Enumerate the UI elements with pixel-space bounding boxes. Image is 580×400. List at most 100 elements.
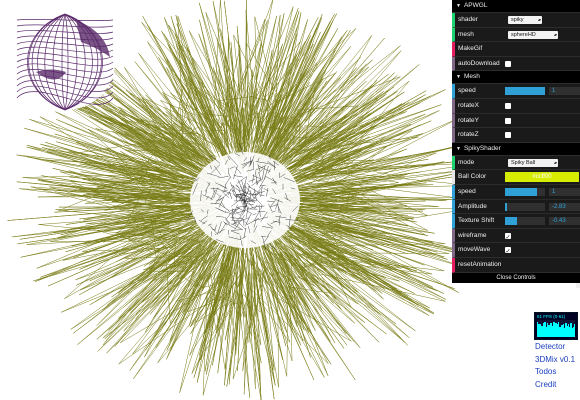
fps-graph-bar bbox=[555, 320, 556, 323]
makegif-button[interactable]: MakeGif bbox=[452, 42, 580, 57]
fps-graph-bar bbox=[561, 320, 562, 326]
link-credit[interactable]: Credit bbox=[535, 379, 557, 389]
reset-animation-button[interactable]: resetAnimation bbox=[452, 257, 580, 273]
folder-apwgl[interactable]: ▼ APWGL bbox=[452, 0, 580, 13]
fps-graph-bar bbox=[560, 320, 561, 327]
autodownload-checkbox[interactable] bbox=[505, 60, 511, 67]
row-label: Texture Shift bbox=[458, 217, 495, 225]
row-label: rotateX bbox=[458, 101, 479, 109]
mesh-preview-thumbnail bbox=[15, 13, 115, 111]
slider-fill bbox=[505, 202, 507, 211]
rotatex-checkbox[interactable] bbox=[505, 102, 511, 109]
rotatez-row: rotateZ bbox=[452, 128, 580, 143]
fps-graph-bar bbox=[562, 320, 563, 326]
fps-graph-bar bbox=[538, 320, 539, 325]
fps-label: 61 FPS (0-61) bbox=[537, 314, 566, 319]
fps-graph-bar bbox=[558, 320, 559, 323]
fps-graph-bar bbox=[545, 320, 546, 323]
shader-speed-input[interactable]: 1 bbox=[549, 187, 580, 196]
mesh-speed-row: speed 1 bbox=[452, 84, 580, 99]
fps-graph-bar bbox=[549, 320, 550, 325]
texture-shift-slider[interactable] bbox=[505, 217, 545, 226]
folder-spikyshader[interactable]: ▼ SpikyShader bbox=[452, 142, 580, 156]
row-label: autoDownload bbox=[458, 59, 500, 67]
fps-graph-bar bbox=[557, 320, 558, 324]
link-3dmix[interactable]: 3DMix v0.1 bbox=[535, 354, 576, 364]
amplitude-input[interactable]: -2.83 bbox=[549, 202, 580, 211]
fps-graph-bar bbox=[548, 320, 549, 326]
rotatez-checkbox[interactable] bbox=[505, 132, 511, 139]
fps-graph-bar bbox=[572, 320, 573, 328]
mesh-speed-input[interactable]: 1 bbox=[549, 87, 580, 96]
fps-graph-bar bbox=[573, 320, 574, 328]
mode-row: mode Spiky Ball bbox=[452, 155, 580, 171]
nav-links: Detector 3DMix v0.1 Todos Credit bbox=[535, 341, 575, 391]
close-controls-button[interactable]: Close Controls bbox=[452, 272, 580, 283]
fps-graph-bar bbox=[564, 320, 565, 328]
shader-speed-row: speed 1 bbox=[452, 184, 580, 200]
folder-open-icon: ▼ bbox=[456, 3, 461, 9]
row-label: moveWave bbox=[458, 246, 491, 254]
amplitude-row: Amplitude -2.83 bbox=[452, 199, 580, 215]
row-label: mesh bbox=[458, 30, 474, 38]
fps-graph-bar bbox=[540, 320, 541, 325]
row-label: rotateY bbox=[458, 116, 479, 124]
row-label: Ball Color bbox=[458, 173, 487, 181]
ball-color-picker[interactable]: #ccff00 bbox=[505, 172, 579, 183]
rotatex-row: rotateX bbox=[452, 98, 580, 114]
fps-graph-bar bbox=[568, 320, 569, 324]
spike-lines bbox=[7, 0, 481, 400]
row-label: MakeGif bbox=[458, 45, 483, 53]
shader-select[interactable]: spiky bbox=[508, 16, 542, 24]
fps-graph-bar bbox=[552, 320, 553, 326]
fps-graph-bar bbox=[559, 320, 560, 327]
slider-fill bbox=[505, 217, 517, 226]
mesh-speed-slider[interactable] bbox=[505, 87, 545, 96]
mesh-row: mesh sphereHD bbox=[452, 27, 580, 43]
fps-graph-bar bbox=[566, 320, 567, 323]
fps-graph-bar bbox=[570, 320, 571, 323]
fps-graph-bar bbox=[541, 320, 542, 326]
fps-graph bbox=[537, 320, 575, 337]
folder-title-label: SpikyShader bbox=[463, 144, 501, 152]
movewave-checkbox[interactable] bbox=[505, 245, 511, 260]
fps-graph-bar bbox=[569, 320, 570, 327]
mode-select[interactable]: Spiky Ball bbox=[508, 158, 558, 167]
link-todos[interactable]: Todos bbox=[535, 367, 557, 376]
movewave-row: moveWave bbox=[452, 243, 580, 260]
wireframe-row: wireframe bbox=[452, 228, 580, 245]
amplitude-slider[interactable] bbox=[505, 202, 545, 211]
shader-speed-slider[interactable] bbox=[505, 187, 545, 196]
fps-graph-bar bbox=[565, 320, 566, 324]
texture-shift-row: Texture Shift -0.43 bbox=[452, 214, 580, 229]
fps-graph-bar bbox=[563, 320, 564, 324]
thumb-wire-lines bbox=[16, 13, 114, 111]
folder-title-label: Mesh bbox=[463, 73, 480, 81]
mesh-select[interactable]: sphereHD bbox=[508, 30, 558, 39]
wireframe-checkbox[interactable] bbox=[505, 231, 511, 245]
fps-graph-bar bbox=[574, 320, 575, 324]
fps-graph-bar bbox=[546, 320, 547, 327]
autodownload-row: autoDownload bbox=[452, 56, 580, 72]
ball-color-row: Ball Color #ccff00 bbox=[452, 170, 580, 185]
rotatey-checkbox[interactable] bbox=[505, 117, 511, 124]
folder-mesh[interactable]: ▼ Mesh bbox=[452, 71, 580, 85]
fps-graph-bar bbox=[554, 320, 555, 323]
row-label: wireframe bbox=[458, 231, 487, 239]
core-mesh-lines bbox=[186, 143, 299, 250]
row-label: rotateZ bbox=[458, 131, 479, 139]
row-label: speed bbox=[458, 87, 476, 95]
texture-shift-input[interactable]: -0.43 bbox=[549, 217, 580, 226]
fps-graph-bar bbox=[539, 320, 540, 324]
folder-open-icon: ▼ bbox=[456, 145, 461, 152]
folder-title-label: APWGL bbox=[463, 2, 488, 9]
fps-graph-bar bbox=[544, 320, 545, 323]
link-detector[interactable]: Detector bbox=[535, 342, 566, 351]
rotatey-row: rotateY bbox=[452, 113, 580, 129]
fps-graph-bar bbox=[551, 320, 552, 323]
slider-fill bbox=[505, 187, 537, 196]
fps-stats-panel[interactable]: 61 FPS (0-61) bbox=[534, 312, 578, 340]
row-label: shader bbox=[458, 16, 478, 23]
